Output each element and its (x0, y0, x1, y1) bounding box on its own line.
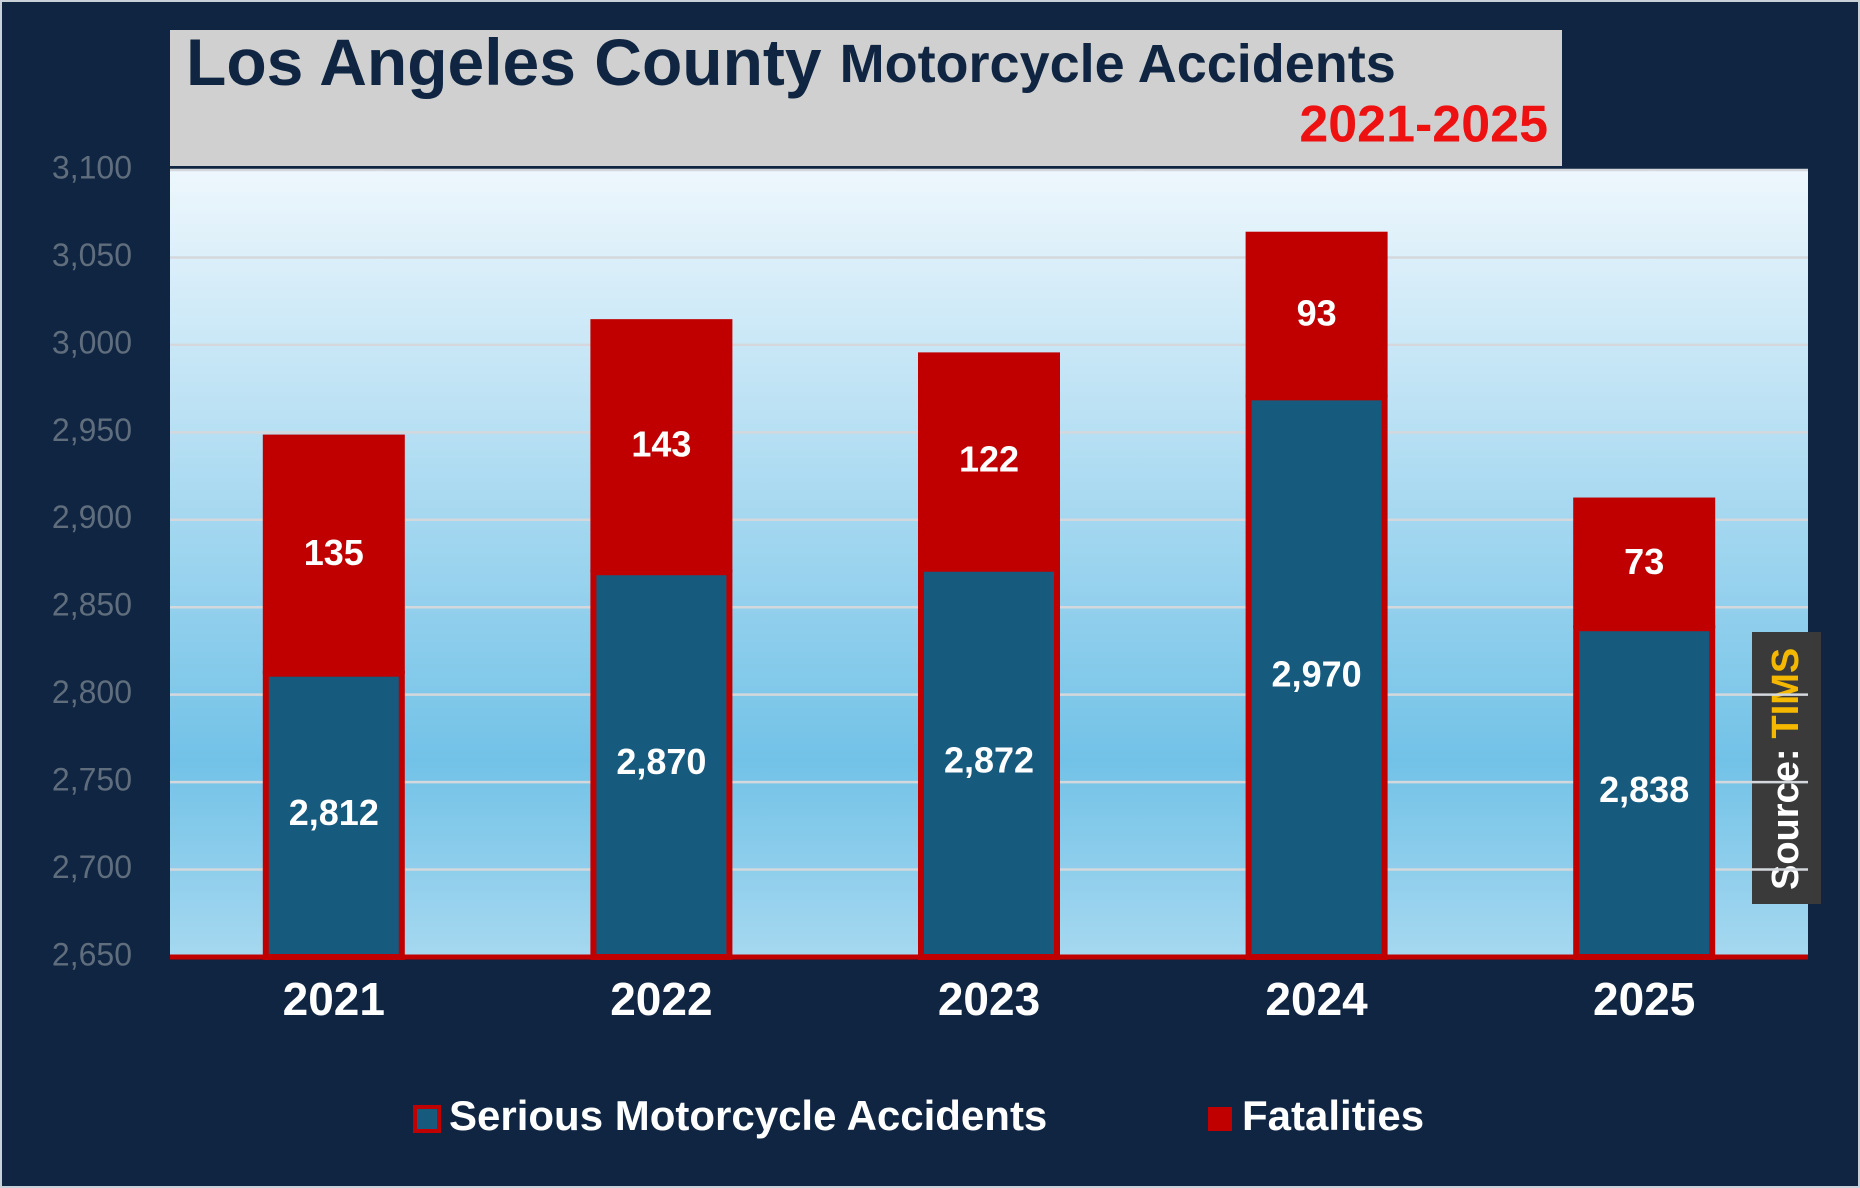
y-tick-label: 2,750 (52, 762, 132, 798)
data-label: 2,812 (289, 792, 379, 833)
legend-swatch (413, 1105, 441, 1133)
x-tick-label: 2025 (1593, 973, 1695, 1025)
source-box (1752, 632, 1821, 904)
title-part: Los Angeles County (186, 25, 822, 99)
data-label: 2,872 (944, 739, 1034, 780)
legend-label: Fatalities (1242, 1092, 1424, 1139)
x-tick-label: 2023 (938, 973, 1040, 1025)
y-tick-label: 3,000 (52, 324, 132, 360)
bar-segment (1573, 625, 1716, 960)
data-label: 93 (1297, 293, 1337, 334)
y-tick-label: 2,700 (52, 849, 132, 885)
chart-subtitle: 2021-2025 (1299, 96, 1548, 154)
data-label: 143 (631, 424, 691, 465)
bar-segment (918, 352, 1060, 569)
data-label: 2,970 (1272, 654, 1362, 695)
x-tick-label: 2021 (283, 973, 385, 1025)
y-tick-label: 3,100 (52, 149, 132, 185)
bar-segment (918, 565, 1060, 960)
y-tick-label: 2,650 (52, 936, 132, 972)
legend-swatch (1208, 1107, 1232, 1131)
y-tick-label: 3,050 (52, 237, 132, 273)
y-tick-label: 2,850 (52, 587, 132, 623)
data-label: 122 (959, 439, 1019, 480)
legend-label: Serious Motorcycle Accidents (449, 1092, 1047, 1139)
chart-title: Los Angeles County Motorcycle Accidents (186, 25, 1396, 99)
x-tick-label: 2024 (1265, 973, 1368, 1025)
bar-segment (1245, 394, 1388, 961)
data-label: 2,838 (1599, 769, 1689, 810)
bar-segment (1245, 231, 1388, 398)
x-tick-label: 2022 (610, 973, 712, 1025)
bar-segment (590, 319, 733, 573)
source-note: Source: TIMS (1765, 648, 1807, 890)
data-label: 73 (1624, 541, 1664, 582)
bar-segment (1573, 497, 1716, 629)
data-label: 135 (304, 532, 364, 573)
y-tick-label: 2,800 (52, 674, 132, 710)
bar-segment (262, 434, 405, 674)
y-tick-label: 2,950 (52, 412, 132, 448)
source: TIMS (1765, 648, 1807, 739)
title-part: Motorcycle Accidents (840, 34, 1396, 94)
data-label: 2,870 (616, 741, 706, 782)
y-tick-label: 2,900 (52, 499, 132, 535)
source-label: Source: (1765, 749, 1807, 890)
title-box (170, 30, 1562, 166)
